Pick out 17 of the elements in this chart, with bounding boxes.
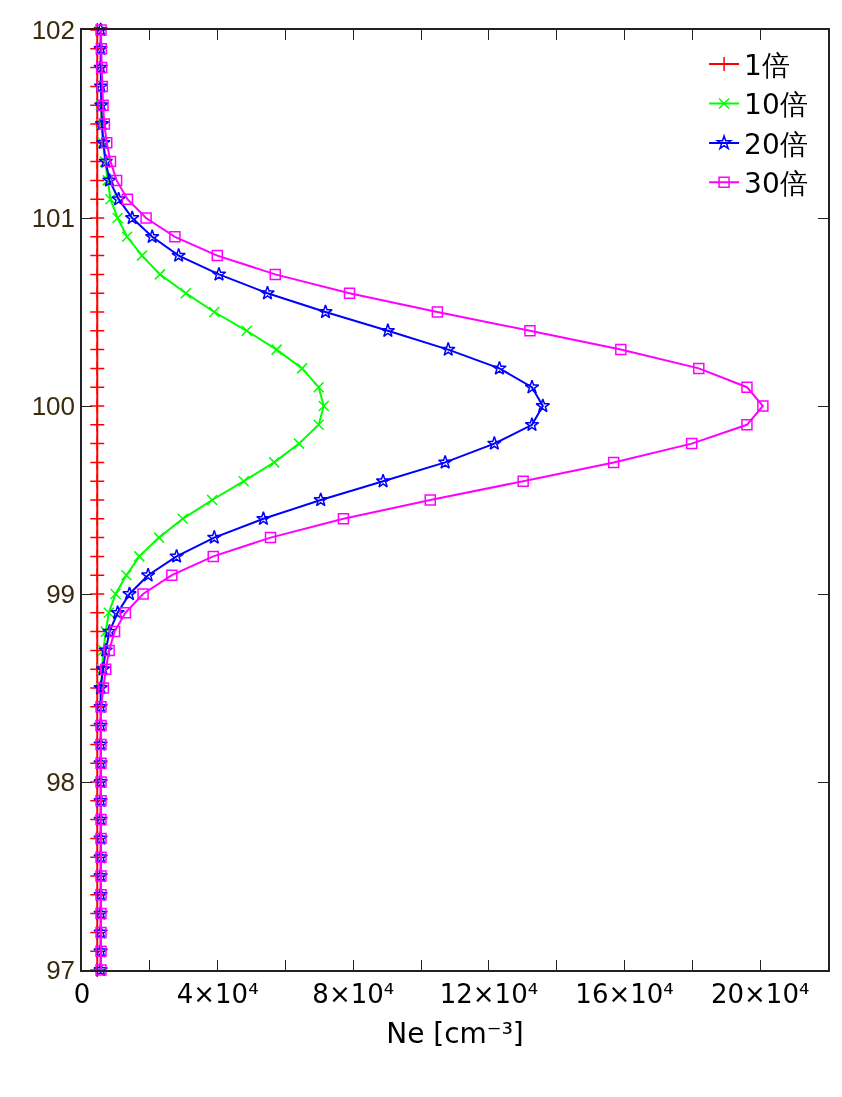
x-tick-label: 12×10⁴ (439, 978, 539, 1009)
y-tick-label: 97 (46, 955, 76, 986)
y-tick-label: 99 (46, 579, 76, 610)
x-tick-label: 8×10⁴ (312, 978, 395, 1009)
x-tick-label: 16×10⁴ (575, 978, 674, 1009)
legend-label: 10倍 (744, 88, 808, 122)
legend-label: 30倍 (744, 167, 808, 201)
y-tick-label: 98 (46, 767, 76, 798)
y-tick-label: 100 (31, 391, 76, 422)
legend-label: 1倍 (744, 49, 790, 83)
y-tick-label: 102 (31, 15, 76, 46)
x-tick-label: 20×10⁴ (710, 978, 810, 1009)
x-axis-title: Ne [cm⁻³] (386, 1016, 524, 1050)
legend-label: 20倍 (744, 127, 808, 161)
x-tick-label: 0 (73, 978, 91, 1009)
x-tick-label: 4×10⁴ (176, 978, 259, 1009)
y-tick-label: 101 (31, 203, 76, 234)
